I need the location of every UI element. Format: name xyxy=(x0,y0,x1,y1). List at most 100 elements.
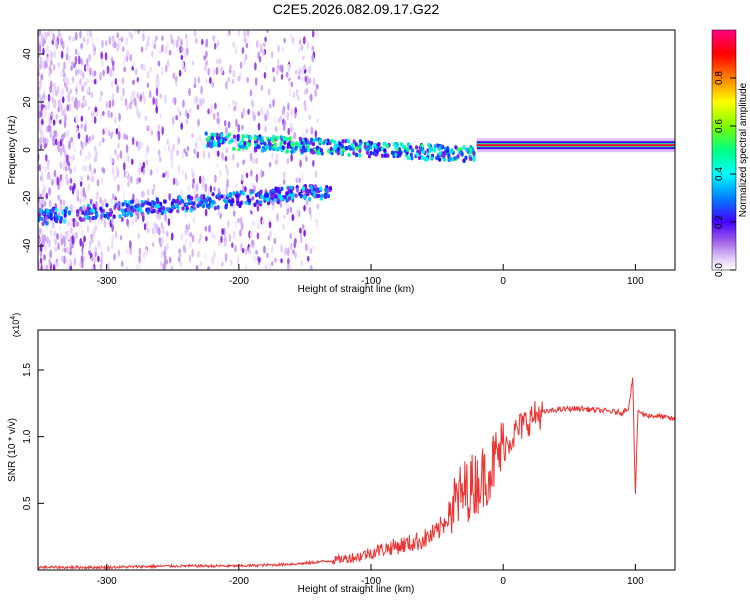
spectrogram-cell xyxy=(286,200,289,209)
spectrogram-cell xyxy=(250,169,253,177)
spectrogram-cell xyxy=(56,85,60,94)
spectrogram-cell xyxy=(131,208,135,213)
spectrogram-cell xyxy=(306,147,311,153)
spectrogram-cell xyxy=(336,146,340,152)
spectrogram-cell xyxy=(113,40,117,49)
spectrogram-cell xyxy=(81,71,85,80)
spectrogram-cell xyxy=(207,190,210,197)
spectrogram-cell xyxy=(236,134,240,139)
spectrogram-cell xyxy=(93,167,97,174)
spectrogram-cell xyxy=(64,231,68,240)
spectrogram-cell xyxy=(157,60,161,67)
spectrogram-cell xyxy=(131,217,135,226)
spectrogram-cell xyxy=(130,158,134,165)
spectrogram-cell xyxy=(310,189,314,194)
spectrogram-cell xyxy=(68,103,72,112)
spectrogram-cell xyxy=(107,261,111,270)
spectrogram-cell xyxy=(68,258,72,264)
spectrogram-cell xyxy=(99,94,102,103)
spectrogram-cell xyxy=(63,132,66,138)
spectrogram-cell xyxy=(301,76,304,83)
spectrogram-cell xyxy=(94,246,98,253)
spectrogram-cell xyxy=(213,205,217,211)
spectrogram-cell xyxy=(299,232,303,240)
spectrogram-cell xyxy=(79,149,83,156)
spectrogram-cell xyxy=(42,188,45,197)
spectrogram-cell xyxy=(163,199,167,204)
spectrogram-cell xyxy=(181,199,185,204)
spectrogram-cell xyxy=(239,229,242,237)
spectrogram-cell xyxy=(386,153,390,158)
spectrogram-cell xyxy=(110,241,114,250)
spectrogram-cell xyxy=(151,39,154,49)
spectrogram-cell xyxy=(44,108,48,117)
spectrogram-cell xyxy=(64,206,68,211)
spectrogram-cell xyxy=(157,124,161,131)
x-tick-label: 100 xyxy=(627,276,644,287)
spectrogram-cell xyxy=(121,76,125,85)
spectrogram-cell xyxy=(289,185,293,190)
spectrogram-cell xyxy=(63,247,67,253)
spectrogram-cell xyxy=(82,164,85,173)
spectrogram-cell xyxy=(135,264,139,270)
spectrogram-cell xyxy=(52,135,55,143)
spectrogram-cell xyxy=(179,45,182,54)
spectrogram-cell xyxy=(142,250,146,259)
spectrogram-cell xyxy=(111,223,114,233)
spectrogram-cell xyxy=(59,161,63,169)
spectrogram-cell xyxy=(56,261,59,268)
spectrogram-cell xyxy=(120,208,124,213)
spectrogram-cell xyxy=(211,192,215,197)
spectrogram-cell xyxy=(410,148,415,153)
spectrogram-cell xyxy=(101,39,104,49)
spectrogram-cell xyxy=(106,65,110,75)
spectrogram-cell xyxy=(125,153,128,162)
spectrogram-cell xyxy=(209,199,213,204)
spectrogram-cell xyxy=(39,110,43,118)
spectrogram-cell xyxy=(110,132,113,140)
spectrogram-cell xyxy=(302,132,305,138)
spectrogram-cell xyxy=(212,35,215,42)
spectrogram-cell xyxy=(204,208,208,217)
spectrogram-cell xyxy=(38,216,41,221)
x-tick-label: -200 xyxy=(229,576,249,587)
spectrogram-cell xyxy=(198,134,202,142)
spectrogram-cell xyxy=(45,264,49,270)
spectrogram-cell xyxy=(53,130,57,138)
spectrogram-cell xyxy=(245,42,249,49)
spectrogram-cell xyxy=(309,264,313,270)
spectrogram-cell xyxy=(303,204,306,212)
spectrogram-cell xyxy=(280,73,284,80)
spectrogram-cell xyxy=(255,173,259,183)
spectrogram-cell xyxy=(65,246,69,254)
spectrogram-cell xyxy=(210,135,215,141)
spectrogram-cell xyxy=(241,138,245,143)
spectrogram-cell xyxy=(183,148,186,154)
spectrogram-cell xyxy=(70,136,73,143)
spectrogram-cell xyxy=(226,168,229,177)
spectrogram-cell xyxy=(344,138,348,144)
spectrogram-cell xyxy=(218,239,221,247)
spectrogram-cell xyxy=(199,202,203,207)
spectrogram-cell xyxy=(225,134,229,140)
spectrogram-cell xyxy=(69,168,73,175)
spectrogram-cell xyxy=(54,138,58,146)
spectrogram-cell xyxy=(142,33,145,42)
spectrogram-cell xyxy=(197,197,201,202)
spectrogram-cell xyxy=(212,112,216,121)
spectrogram-cell xyxy=(74,55,78,65)
spectrogram-cell xyxy=(155,97,158,107)
spectrogram-cell xyxy=(129,95,132,103)
spectrogram-cell xyxy=(210,132,214,138)
spectrogram-cell xyxy=(191,234,195,243)
spectrogram-cell xyxy=(289,189,293,194)
spectrogram-cell xyxy=(83,97,86,106)
spectrogram-cell xyxy=(155,87,159,97)
spectrogram-cell xyxy=(287,186,291,191)
spectrogram-cell xyxy=(302,55,305,61)
spectrogram-cell xyxy=(73,257,77,267)
spectrogram-cell xyxy=(394,152,398,158)
spectrogram-cell xyxy=(170,205,174,210)
y-tick-label: 0 xyxy=(22,147,33,153)
spectrogram-cell xyxy=(191,183,195,189)
